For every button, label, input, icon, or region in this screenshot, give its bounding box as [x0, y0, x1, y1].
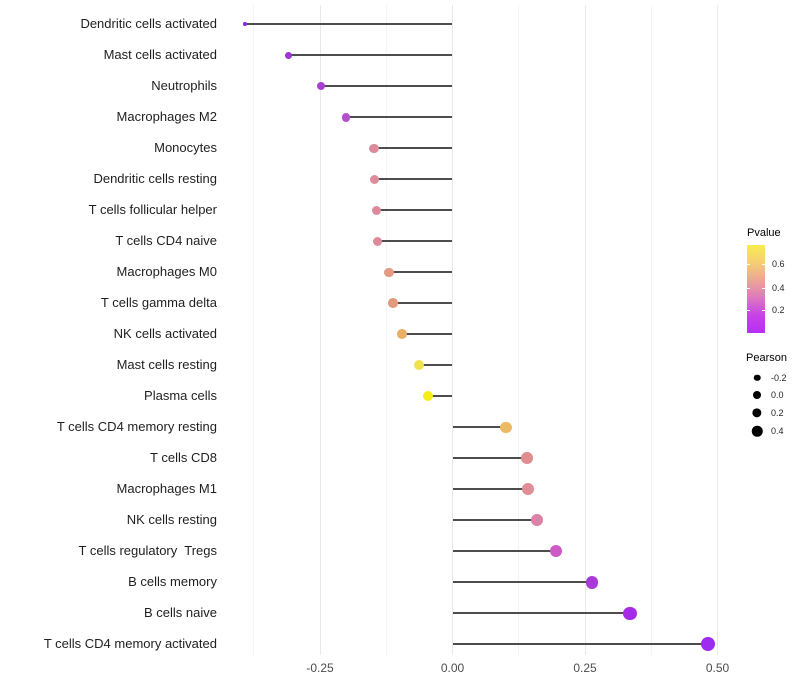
lollipop-dot	[396, 329, 407, 340]
gridline-minor	[650, 5, 652, 655]
lollipop-dot	[549, 545, 562, 558]
y-axis-label: T cells gamma delta	[100, 295, 217, 311]
pvalue-color-gradient-bar	[747, 245, 765, 333]
lollipop-stem	[244, 23, 453, 26]
pearson-legend-dot	[753, 391, 761, 399]
lollipop-stem	[452, 426, 507, 429]
y-axis-label: T cells CD8	[150, 450, 217, 466]
lollipop-stem	[428, 395, 453, 398]
pearson-legend-dot	[751, 425, 763, 437]
lollipop-dot	[341, 112, 351, 122]
lollipop-dot	[701, 637, 716, 652]
pvalue-tickmark	[762, 264, 765, 265]
lollipop-dot	[585, 575, 599, 589]
lollipop-stem	[452, 519, 537, 522]
pearson-legend-label: 0.0	[771, 390, 784, 400]
y-axis-label: NK cells resting	[126, 512, 217, 528]
y-axis-label: Macrophages M1	[116, 481, 217, 497]
gridline-minor	[518, 5, 520, 655]
lollipop-stem	[377, 240, 453, 243]
lollipop-stem	[452, 550, 556, 553]
pearson-legend-dot	[752, 408, 762, 418]
y-axis-label: T cells regulatory Tregs	[78, 543, 217, 559]
x-axis-tick-label: 0.50	[705, 661, 730, 675]
gridline-major	[717, 5, 718, 655]
pvalue-tickmark	[747, 309, 750, 311]
gridline-major	[584, 5, 586, 655]
lollipop-dot	[242, 22, 247, 27]
lollipop-stem	[388, 271, 453, 274]
lollipop-dot	[388, 298, 398, 309]
x-axis-tick-label: 0.25	[573, 661, 597, 675]
lollipop-dot	[373, 236, 383, 246]
lollipop-stem	[345, 116, 453, 119]
lollipop-stem	[452, 488, 528, 491]
lollipop-stem	[393, 302, 453, 305]
lollipop-stem	[374, 147, 453, 150]
y-axis-label: T cells follicular helper	[88, 202, 217, 218]
pvalue-tickmark	[762, 309, 765, 311]
lollipop-dot	[623, 606, 637, 620]
y-axis-label: Monocytes	[154, 140, 217, 156]
y-axis-label: Dendritic cells activated	[80, 16, 217, 32]
lollipop-stem	[452, 643, 709, 646]
lollipop-stem	[418, 364, 453, 367]
pvalue-tickmark	[762, 287, 765, 289]
pvalue-tickmark	[747, 287, 750, 289]
x-axis-tick-label: 0.00	[440, 661, 465, 675]
lollipop-stem	[374, 178, 453, 181]
x-axis-tick-label: -0.25	[306, 661, 334, 675]
lollipop-dot	[317, 82, 326, 91]
lollipop-stem	[321, 85, 453, 88]
plot-panel	[227, 5, 733, 655]
y-axis-label: B cells naive	[144, 605, 217, 621]
lollipop-dot	[422, 391, 434, 402]
lollipop-dot	[369, 143, 379, 153]
y-axis-label: T cells CD4 memory resting	[56, 419, 217, 435]
lollipop-stem	[401, 333, 453, 336]
pvalue-tick-label: 0.2	[772, 304, 785, 315]
y-axis-label: T cells CD4 naive	[115, 233, 217, 249]
lollipop-stem	[288, 54, 453, 57]
lollipop-dot	[520, 452, 533, 465]
y-axis-label: NK cells activated	[113, 326, 217, 342]
lollipop-dot	[369, 174, 380, 184]
pvalue-tick-label: 0.4	[772, 282, 785, 293]
gridline-major	[452, 5, 453, 655]
lollipop-dot	[521, 483, 534, 496]
pearson-legend-label: 0.4	[771, 426, 784, 436]
y-axis-label: Plasma cells	[144, 388, 217, 404]
y-axis-label: Neutrophils	[151, 78, 217, 94]
y-axis-label: Macrophages M2	[116, 109, 217, 125]
lollipop-dot	[413, 360, 424, 371]
y-axis-label: T cells CD4 memory activated	[43, 636, 217, 652]
y-axis-label: B cells memory	[128, 574, 217, 590]
pvalue-legend-title: Pvalue	[747, 227, 781, 239]
lollipop-stem	[452, 457, 527, 460]
lollipop-dot	[500, 421, 512, 434]
gridline-major	[319, 5, 321, 655]
lollipop-dot	[372, 205, 382, 215]
pvalue-tickmark	[747, 264, 750, 265]
pvalue-tick-label: 0.6	[772, 259, 785, 269]
gridline-minor	[253, 5, 255, 655]
y-axis-label: Mast cells resting	[116, 357, 217, 373]
lollipop-dot	[285, 51, 293, 59]
lollipop-dot	[530, 514, 543, 527]
pearson-legend-title: Pearson	[746, 352, 787, 364]
y-axis-label: Dendritic cells resting	[93, 171, 217, 187]
gridline-minor	[385, 5, 387, 655]
lollipop-stem	[376, 209, 453, 212]
pearson-legend-label: 0.2	[771, 408, 784, 418]
y-axis-label: Mast cells activated	[103, 47, 217, 63]
y-axis-label: Macrophages M0	[116, 264, 217, 280]
lollipop-stem	[452, 581, 592, 584]
lollipop-dot	[384, 267, 394, 278]
pearson-legend-label: -0.2	[771, 372, 787, 383]
pearson-legend-dot	[753, 374, 761, 381]
lollipop-stem	[452, 612, 631, 615]
